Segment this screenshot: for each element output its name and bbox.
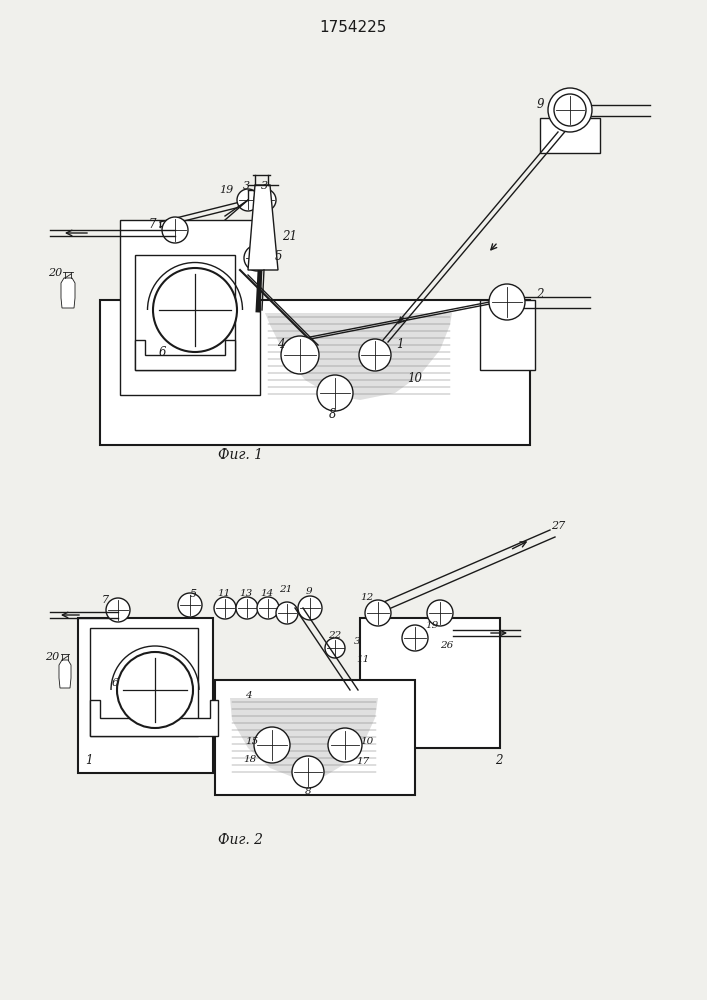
Text: 6: 6 (112, 678, 119, 688)
Text: 2: 2 (495, 754, 503, 766)
Polygon shape (230, 698, 378, 778)
Circle shape (548, 88, 592, 132)
Text: 14: 14 (260, 588, 274, 597)
Circle shape (153, 268, 237, 352)
Text: 7: 7 (148, 219, 156, 232)
Circle shape (254, 189, 276, 211)
Circle shape (254, 727, 290, 763)
Circle shape (106, 598, 130, 622)
Text: 1754225: 1754225 (320, 20, 387, 35)
Circle shape (214, 597, 236, 619)
Circle shape (292, 756, 324, 788)
Circle shape (276, 602, 298, 624)
Text: 3: 3 (243, 181, 250, 191)
Circle shape (427, 600, 453, 626)
Bar (540, 118, 600, 153)
Circle shape (359, 339, 391, 371)
Text: 5: 5 (274, 250, 282, 263)
Circle shape (117, 652, 193, 728)
Text: 2: 2 (536, 288, 544, 302)
Bar (135, 255, 235, 370)
Text: 3: 3 (260, 181, 267, 191)
Polygon shape (248, 185, 278, 270)
Circle shape (402, 625, 428, 651)
Text: 18: 18 (243, 756, 257, 764)
Circle shape (298, 596, 322, 620)
Circle shape (328, 728, 362, 762)
Polygon shape (59, 660, 71, 688)
Polygon shape (265, 313, 452, 400)
Text: 22: 22 (328, 631, 341, 640)
Text: 20: 20 (45, 652, 59, 662)
Text: 8: 8 (329, 408, 337, 422)
Circle shape (281, 336, 319, 374)
Circle shape (237, 189, 259, 211)
Text: 17: 17 (356, 758, 370, 766)
Text: 27: 27 (551, 521, 565, 531)
Text: 21: 21 (283, 231, 298, 243)
Text: 1: 1 (85, 754, 93, 766)
Bar (100, 300, 530, 445)
Polygon shape (135, 340, 235, 370)
Text: 4: 4 (245, 690, 251, 700)
Circle shape (325, 638, 345, 658)
Circle shape (257, 597, 279, 619)
Bar (215, 680, 415, 795)
Text: 19: 19 (426, 621, 438, 631)
Circle shape (554, 94, 586, 126)
Bar (120, 220, 260, 395)
Text: 9: 9 (536, 99, 544, 111)
Circle shape (162, 217, 188, 243)
Text: 5: 5 (189, 589, 197, 599)
Text: 26: 26 (440, 641, 454, 650)
Text: 20: 20 (48, 268, 62, 278)
Circle shape (317, 375, 353, 411)
Bar (360, 618, 500, 748)
Text: 15: 15 (245, 738, 259, 746)
Bar (90, 628, 198, 736)
Text: 8: 8 (305, 786, 311, 796)
Text: Фиг. 1: Фиг. 1 (218, 448, 262, 462)
Text: 3: 3 (354, 638, 361, 647)
Circle shape (365, 600, 391, 626)
Text: 9: 9 (305, 586, 312, 595)
Polygon shape (61, 278, 75, 308)
Text: 12: 12 (361, 592, 373, 601)
Text: 10: 10 (407, 371, 423, 384)
Text: 6: 6 (158, 346, 165, 359)
Text: 19: 19 (219, 185, 233, 195)
Circle shape (236, 597, 258, 619)
Circle shape (489, 284, 525, 320)
Text: 10: 10 (361, 738, 373, 746)
Text: 7: 7 (101, 595, 109, 605)
Bar (480, 300, 535, 370)
Text: 11: 11 (356, 656, 370, 664)
Text: 21: 21 (279, 585, 293, 594)
Bar (78, 618, 213, 773)
Circle shape (178, 593, 202, 617)
Text: 1: 1 (396, 338, 404, 352)
Circle shape (244, 245, 270, 271)
Text: 13: 13 (240, 588, 252, 597)
Text: 11: 11 (217, 588, 230, 597)
Text: 4: 4 (277, 338, 285, 351)
Polygon shape (90, 700, 218, 736)
Text: Фиг. 2: Фиг. 2 (218, 833, 262, 847)
